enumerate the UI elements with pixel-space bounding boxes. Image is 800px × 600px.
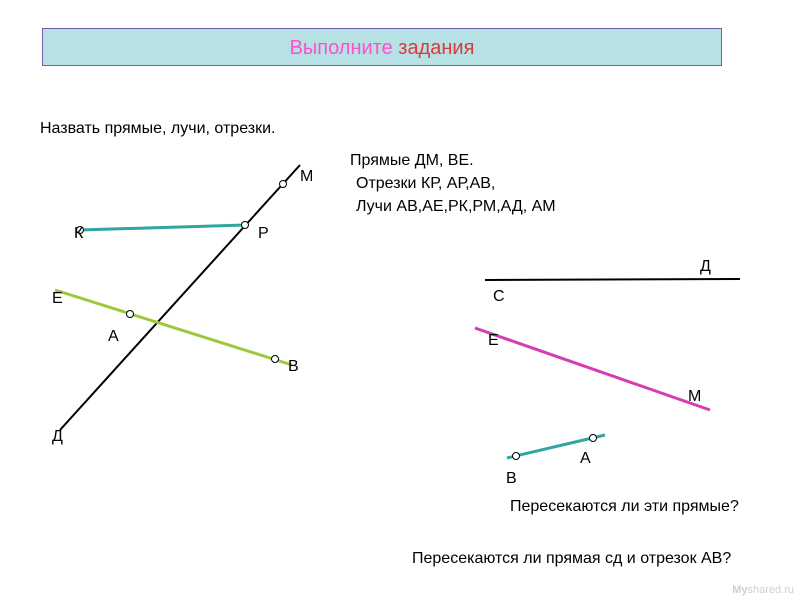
- watermark: Myshared.ru: [732, 584, 794, 596]
- point-M-left: [279, 180, 287, 188]
- title-word-1: Выполните: [290, 37, 399, 59]
- title-word-2: задания: [398, 37, 474, 59]
- line-KP: [80, 225, 245, 230]
- label-M-left: М: [300, 168, 313, 186]
- point-P: [241, 221, 249, 229]
- line-EM: [475, 328, 710, 410]
- label-D-left: Д: [52, 428, 63, 446]
- answer-line-3: Лучи АВ,АЕ,РК,РМ,АД, АМ: [356, 198, 556, 216]
- label-K: К: [74, 225, 83, 243]
- point-B-left: [271, 355, 279, 363]
- label-A-left: А: [108, 328, 119, 346]
- label-B-left: В: [288, 358, 299, 376]
- point-A-left: [126, 310, 134, 318]
- label-P: Р: [258, 225, 269, 243]
- point-B-right: [512, 452, 520, 460]
- label-A-right: А: [580, 450, 591, 468]
- answer-line-2: Отрезки КР, АР,АВ,: [356, 175, 495, 193]
- label-E-left: Е: [52, 290, 63, 308]
- watermark-ru: .ru: [781, 584, 794, 596]
- line-CD: [485, 279, 740, 280]
- watermark-shared: shared: [748, 584, 782, 596]
- point-A-right: [589, 434, 597, 442]
- label-M-right: М: [688, 388, 701, 406]
- answer-line-1: Прямые ДМ, ВЕ.: [350, 152, 474, 170]
- label-D-right: Д: [700, 258, 711, 276]
- line-EB: [55, 290, 292, 365]
- label-E-right: Е: [488, 332, 499, 350]
- label-C: С: [493, 288, 505, 306]
- task-label: Назвать прямые, лучи, отрезки.: [40, 120, 275, 138]
- question-2: Пересекаются ли прямая сд и отрезок АВ?: [412, 550, 731, 568]
- question-1: Пересекаются ли эти прямые?: [510, 498, 739, 516]
- watermark-my: My: [732, 584, 747, 596]
- label-B-right: В: [506, 470, 517, 488]
- title-box: Выполните задания: [42, 28, 722, 66]
- line-DM: [60, 165, 300, 430]
